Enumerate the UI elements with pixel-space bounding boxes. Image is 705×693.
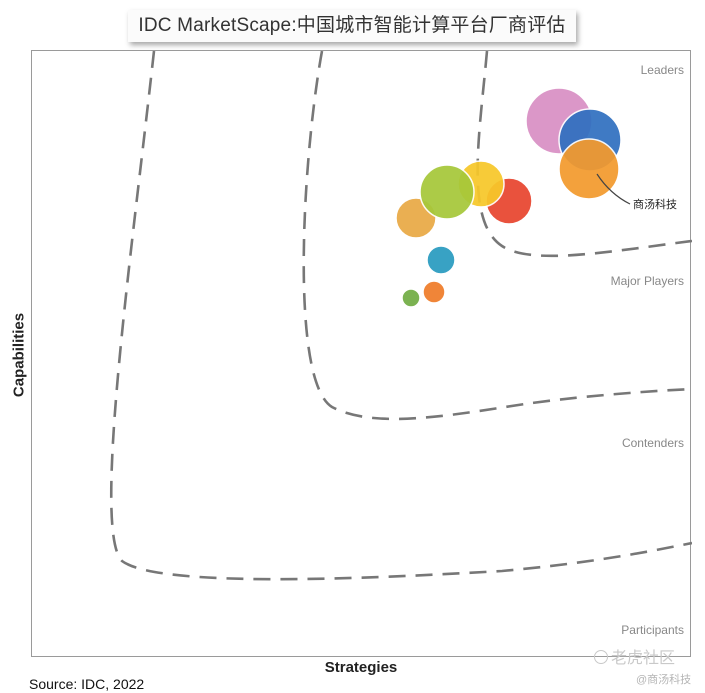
- boundary-participants: [109, 51, 692, 581]
- small-green-bubble: [401, 288, 421, 308]
- watermark-handle: @商汤科技: [636, 674, 692, 686]
- watermark: 老虎社区: [594, 644, 675, 668]
- region-label-leaders: Leaders: [641, 63, 684, 77]
- teal-bubble: [426, 245, 456, 275]
- annotation-label: 商汤科技: [633, 197, 677, 211]
- annotation-pointer: [596, 173, 631, 205]
- chart-title: IDC MarketScape:中国城市智能计算平台厂商评估: [128, 10, 576, 42]
- region-label-participants: Participants: [621, 623, 684, 637]
- chart-svg: 商汤科技 Leaders Major Players Contenders Pa…: [109, 51, 692, 637]
- green-bubble: [419, 164, 475, 220]
- x-axis-label: Strategies: [324, 659, 398, 676]
- boundary-major-players: [476, 51, 692, 258]
- watermark-text: 老虎社区: [611, 650, 676, 667]
- y-axis-label: Capabilities: [10, 312, 28, 398]
- source-note: Source: IDC, 2022: [29, 676, 145, 692]
- boundary-contenders: [302, 51, 692, 421]
- region-label-contenders: Contenders: [622, 436, 684, 450]
- region-label-major-players: Major Players: [611, 274, 684, 288]
- plot-area: 商汤科技 Leaders Major Players Contenders Pa…: [31, 50, 692, 657]
- watermark-logo-icon: [594, 650, 608, 664]
- small-orange-bubble: [422, 280, 446, 304]
